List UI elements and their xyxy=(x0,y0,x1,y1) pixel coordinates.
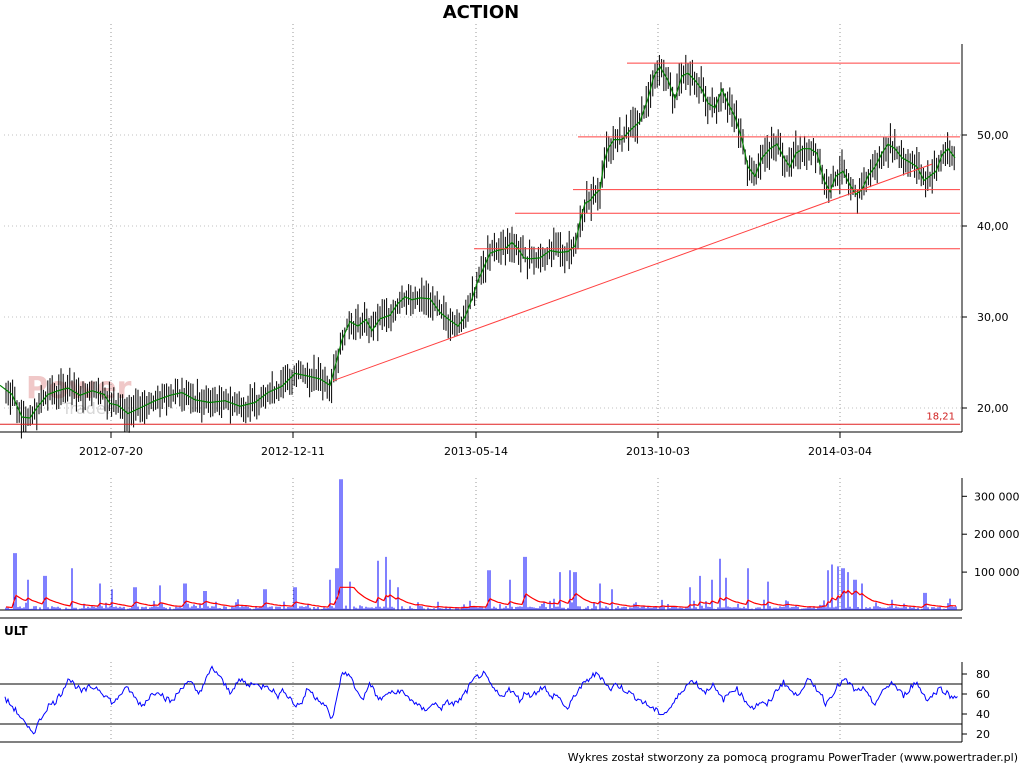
price-series xyxy=(0,54,956,439)
watermark-line2: Trader xyxy=(61,399,113,418)
x-tick-label: 2012-12-11 xyxy=(261,445,325,458)
trend-line xyxy=(332,163,933,382)
min-value-label: 18,21 xyxy=(926,411,955,422)
price-axis: 20,00 30,00 40,00 50,00 xyxy=(962,129,1009,415)
ult-panel: 20 40 60 80 xyxy=(0,662,990,743)
volume-tick-label: 200 000 xyxy=(974,528,1020,541)
volume-tick-label: 100 000 xyxy=(974,566,1020,579)
ult-tick-label: 60 xyxy=(976,688,990,701)
ult-tick-label: 40 xyxy=(976,708,990,721)
date-axis: 2012-07-20 2012-12-11 2013-05-14 2013-10-03… xyxy=(79,432,872,458)
y-tick-label: 30,00 xyxy=(977,311,1009,324)
chart-title: ACTION xyxy=(442,2,520,23)
x-tick-label: 2014-03-04 xyxy=(808,445,872,458)
y-tick-label: 40,00 xyxy=(977,220,1009,233)
y-tick-label: 50,00 xyxy=(977,129,1009,142)
price-panel xyxy=(0,44,963,433)
ult-tick-label: 80 xyxy=(976,668,990,681)
x-tick-label: 2012-07-20 xyxy=(79,445,143,458)
y-tick-label: 20,00 xyxy=(977,402,1009,415)
support-resistance-lines: 18,21 xyxy=(0,62,960,425)
indicator-label: ULT xyxy=(4,624,28,638)
volume-panel: 100 000 200 000 300 000 xyxy=(0,478,1020,619)
moving-average-line xyxy=(0,65,956,419)
ult-line xyxy=(4,665,958,735)
x-tick-label: 2013-05-14 xyxy=(444,445,508,458)
ult-tick-label: 20 xyxy=(976,728,990,741)
price-grid xyxy=(4,24,962,742)
x-tick-label: 2013-10-03 xyxy=(626,445,690,458)
credit-text: Wykres został stworzony za pomocą progra… xyxy=(567,751,1018,764)
volume-tick-label: 300 000 xyxy=(974,490,1020,503)
volume-average-line xyxy=(5,586,957,609)
